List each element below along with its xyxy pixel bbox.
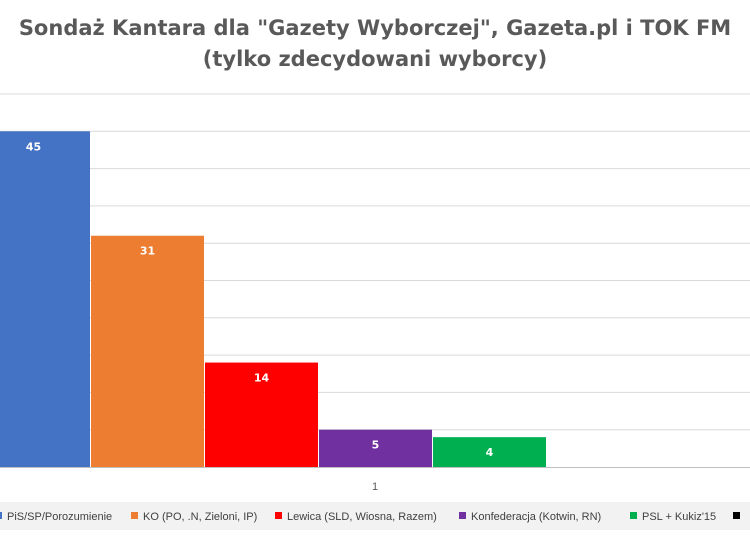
plot-area: 45 31 14 5 4 1 — [0, 93, 750, 493]
legend-item: PSL + Kukiz'15 — [630, 510, 716, 524]
chart-title-line1: Sondaż Kantara dla "Gazety Wyborczej", G… — [18, 16, 732, 40]
bar — [433, 437, 546, 467]
legend-swatch — [630, 512, 637, 519]
legend-label: KO (PO, .N, Zieloni, IP) — [143, 511, 258, 523]
data-label: 45 — [26, 140, 41, 153]
x-tick-label: 1 — [372, 481, 378, 493]
legend-label: Konfederacja (Kotwin, RN) — [471, 511, 602, 523]
legend-item — [733, 510, 745, 524]
legend-item: Konfederacja (Kotwin, RN) — [459, 510, 601, 524]
legend-swatch — [131, 512, 138, 519]
legend-swatch — [275, 512, 282, 519]
legend-item: PiS/SP/Porozumienie — [0, 510, 112, 524]
bar — [0, 131, 90, 468]
legend: PiS/SP/Porozumienie KO (PO, .N, Zieloni, … — [0, 502, 750, 530]
legend-item: KO (PO, .N, Zieloni, IP) — [131, 510, 257, 524]
chart-title-line2: (tylko zdecydowani wyborcy) — [202, 47, 548, 71]
data-label: 5 — [372, 439, 380, 452]
legend-item: Lewica (SLD, Wiosna, Razem) — [275, 510, 437, 524]
bars — [0, 131, 546, 468]
data-label: 4 — [486, 446, 494, 459]
legend-swatch — [733, 512, 740, 519]
legend-label: Lewica (SLD, Wiosna, Razem) — [287, 511, 437, 523]
bar — [91, 235, 204, 467]
data-label: 31 — [140, 245, 155, 258]
legend-label: PiS/SP/Porozumienie — [7, 511, 113, 523]
bar — [319, 429, 432, 467]
bar — [205, 362, 318, 467]
legend-swatch — [0, 512, 2, 519]
legend-label: PSL + Kukiz'15 — [642, 511, 717, 523]
chart-title: Sondaż Kantara dla "Gazety Wyborczej", G… — [0, 13, 750, 75]
legend-swatch — [459, 512, 466, 519]
data-label: 14 — [254, 372, 270, 385]
data-labels: 45 31 14 5 4 — [26, 140, 494, 459]
